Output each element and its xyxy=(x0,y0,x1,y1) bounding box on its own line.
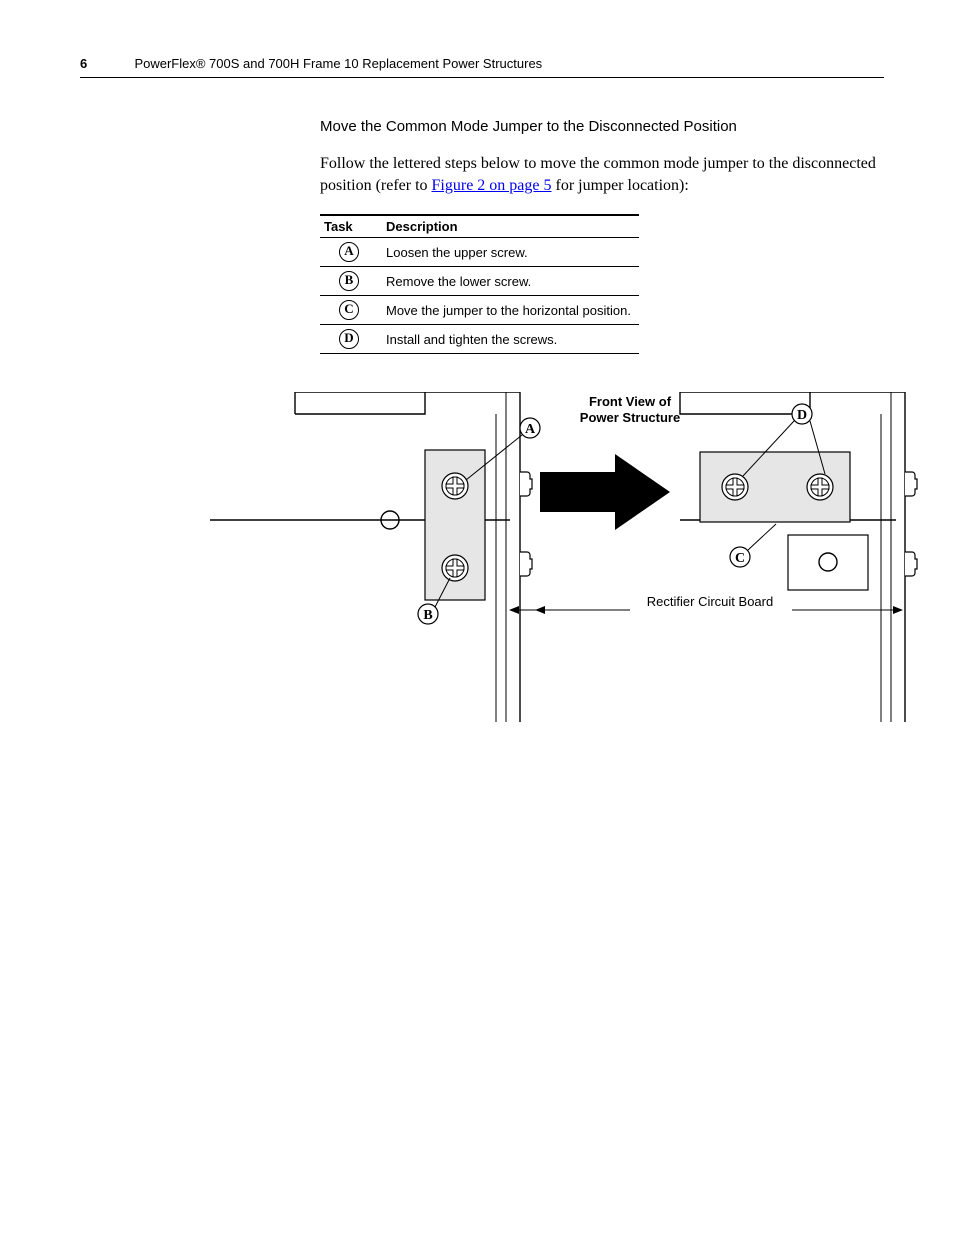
task-desc: Install and tighten the screws. xyxy=(382,325,639,354)
col-task: Task xyxy=(320,215,382,238)
table-header-row: Task Description xyxy=(320,215,639,238)
diagram-svg: Front View of Power Structure A B C xyxy=(210,392,950,722)
task-letter-cell: B xyxy=(320,267,382,296)
task-letter: C xyxy=(339,300,359,320)
svg-text:D: D xyxy=(797,408,807,423)
task-desc: Loosen the upper screw. xyxy=(382,238,639,267)
task-table: Task Description A Loosen the upper scre… xyxy=(320,214,639,354)
diagram-title-line1: Front View of xyxy=(589,394,672,409)
page-header: 6 PowerFlex® 700S and 700H Frame 10 Repl… xyxy=(80,55,884,78)
table-row: A Loosen the upper screw. xyxy=(320,238,639,267)
svg-text:Rectifier Circuit Board: Rectifier Circuit Board xyxy=(647,594,773,609)
left-assembly xyxy=(210,392,532,722)
page-number: 6 xyxy=(80,56,130,71)
task-letter: A xyxy=(339,242,359,262)
transition-arrow xyxy=(540,454,670,530)
task-letter-cell: D xyxy=(320,325,382,354)
diagram-title-line2: Power Structure xyxy=(580,410,680,425)
task-desc: Remove the lower screw. xyxy=(382,267,639,296)
right-assembly xyxy=(680,392,917,722)
rectifier-label: Rectifier Circuit Board xyxy=(510,594,902,610)
task-letter: B xyxy=(339,271,359,291)
section-paragraph: Follow the lettered steps below to move … xyxy=(320,153,880,196)
col-desc: Description xyxy=(382,215,639,238)
svg-text:B: B xyxy=(423,608,432,623)
page: 6 PowerFlex® 700S and 700H Frame 10 Repl… xyxy=(0,0,954,1235)
callout-c: C xyxy=(730,524,776,567)
svg-text:C: C xyxy=(735,551,745,566)
task-letter-cell: A xyxy=(320,238,382,267)
task-desc: Move the jumper to the horizontal positi… xyxy=(382,296,639,325)
section-title: Move the Common Mode Jumper to the Disco… xyxy=(320,118,884,135)
diagram: Front View of Power Structure A B C xyxy=(210,392,884,722)
task-letter: D xyxy=(339,329,359,349)
para-post: for jumper location): xyxy=(552,177,689,194)
document-title: PowerFlex® 700S and 700H Frame 10 Replac… xyxy=(134,56,542,71)
callout-a: A xyxy=(466,418,540,480)
svg-text:A: A xyxy=(525,422,536,437)
figure-link[interactable]: Figure 2 on page 5 xyxy=(432,177,552,194)
table-row: C Move the jumper to the horizontal posi… xyxy=(320,296,639,325)
table-row: B Remove the lower screw. xyxy=(320,267,639,296)
task-letter-cell: C xyxy=(320,296,382,325)
table-row: D Install and tighten the screws. xyxy=(320,325,639,354)
